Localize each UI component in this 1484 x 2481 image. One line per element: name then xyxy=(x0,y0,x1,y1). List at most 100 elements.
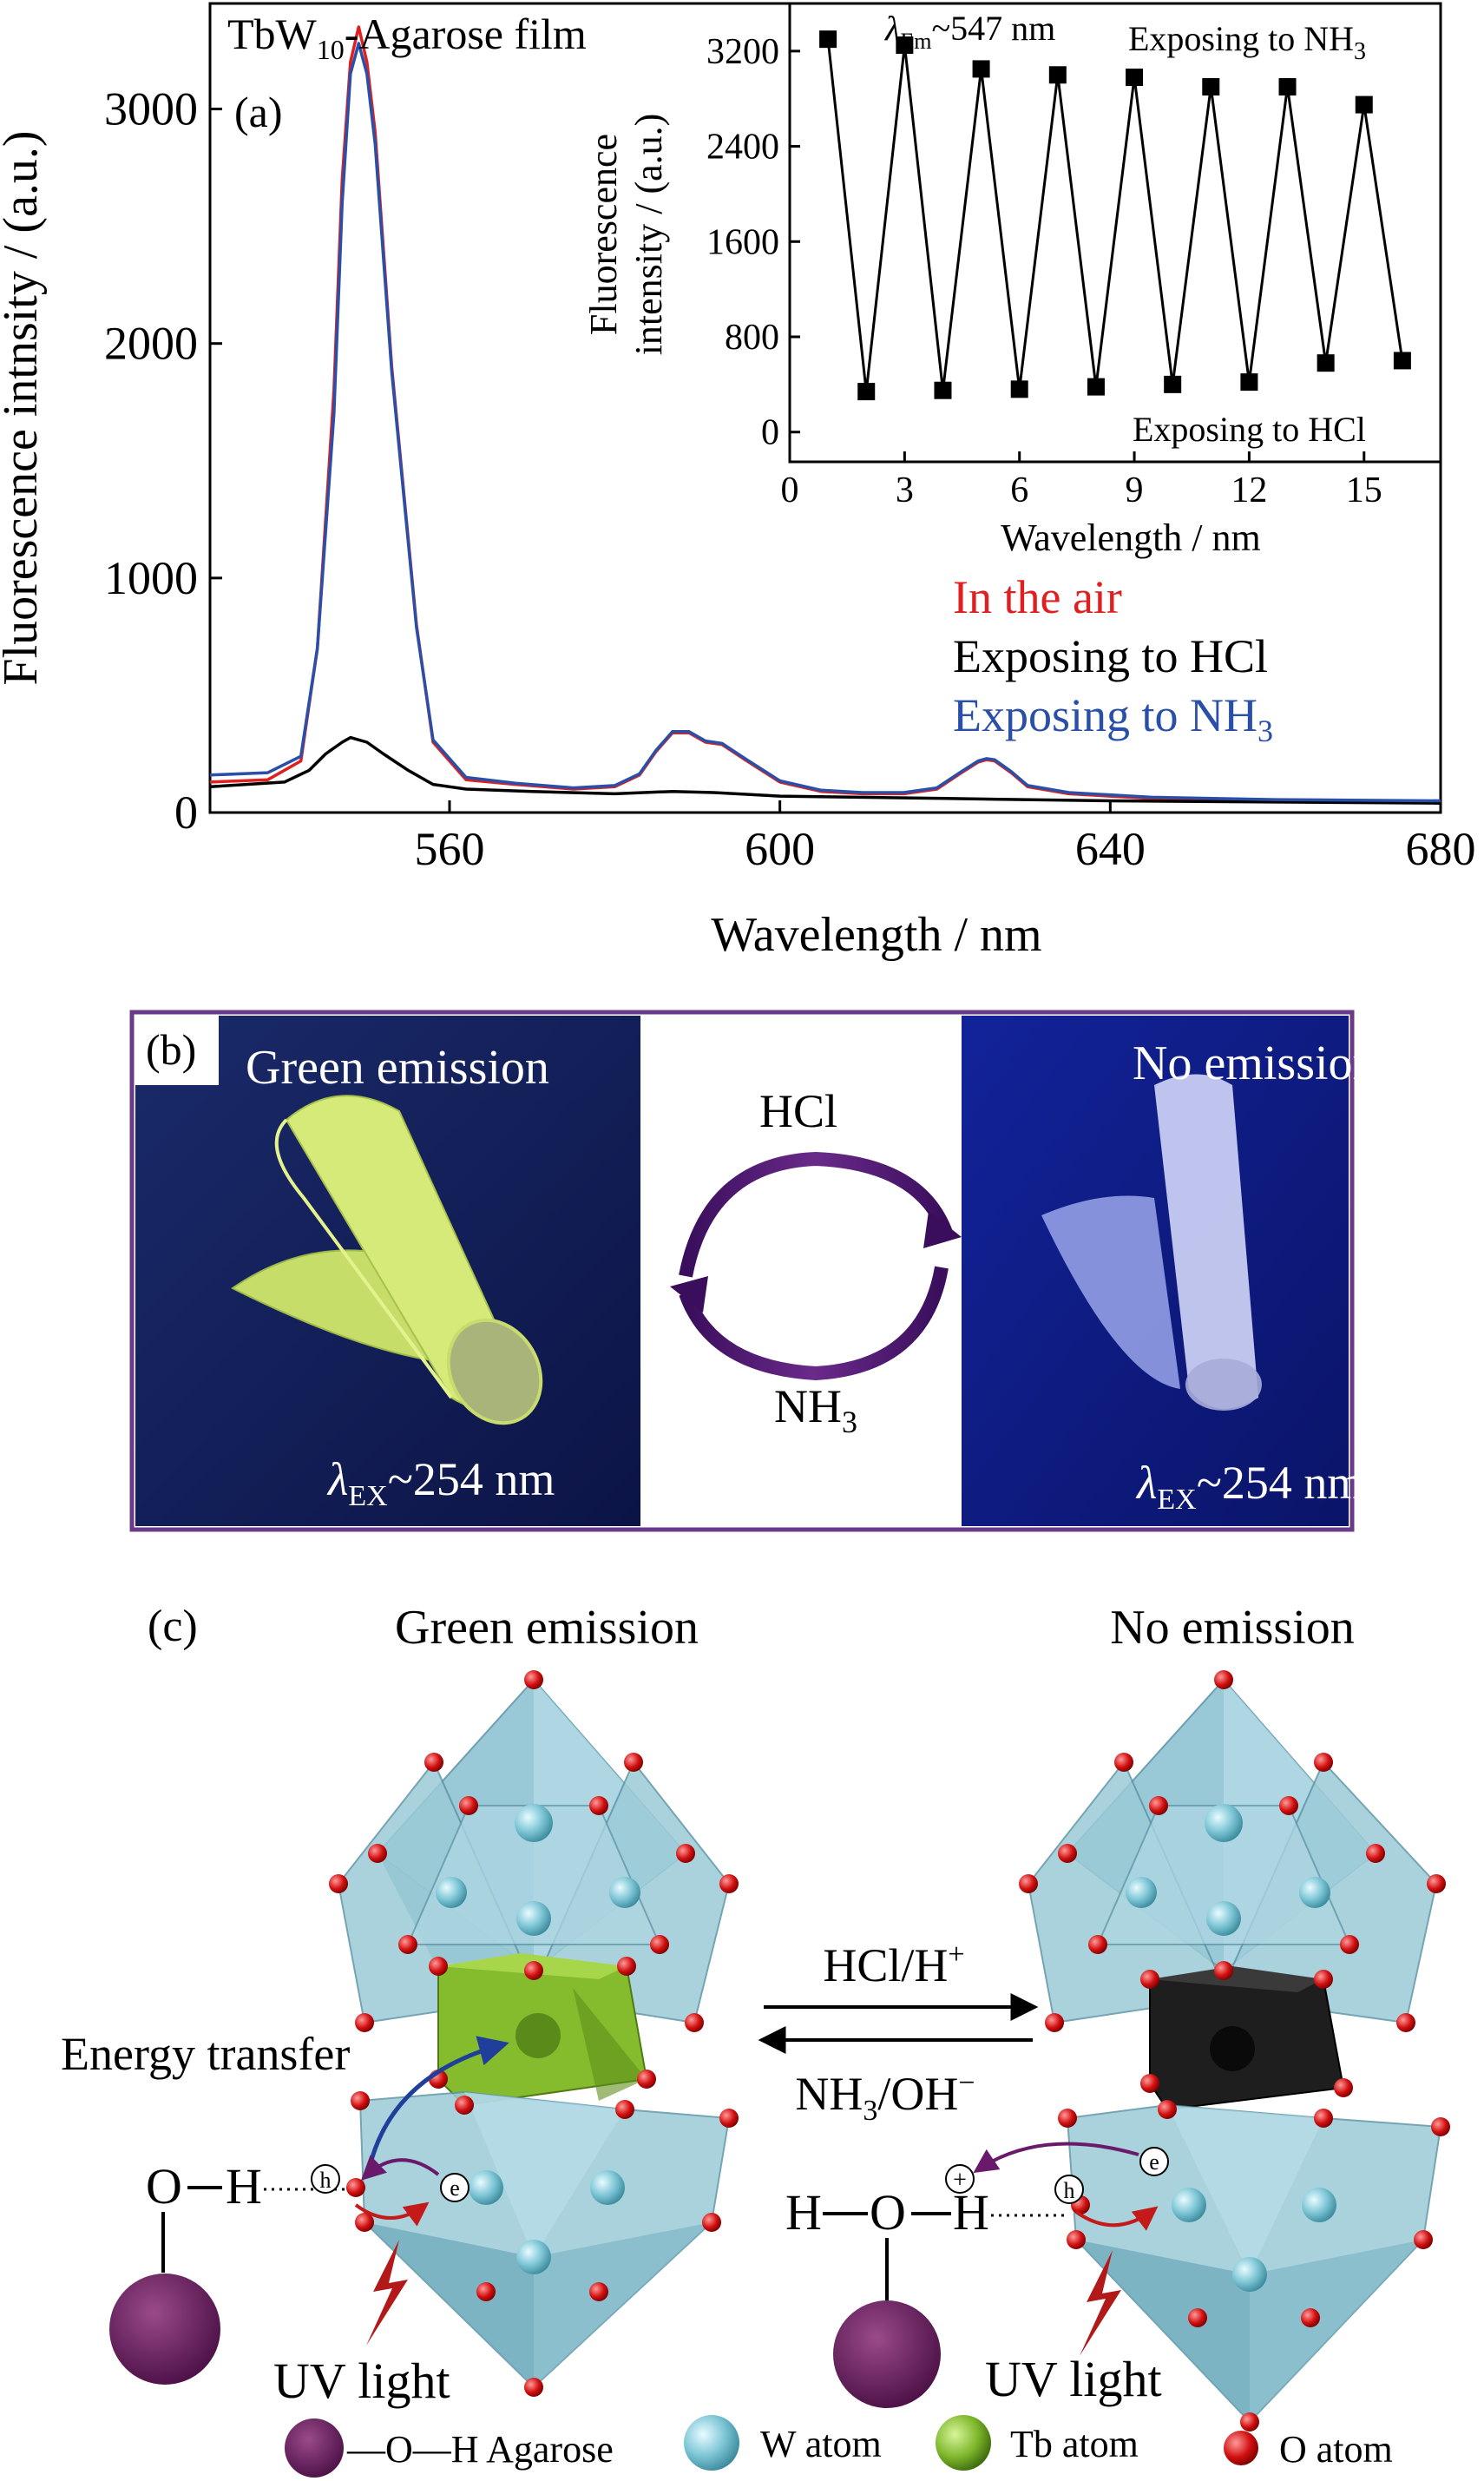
panel-a-title: TbW10-Agarose film xyxy=(227,10,587,65)
o-atom xyxy=(1140,1970,1159,1989)
inset-y-tick-label: 800 xyxy=(725,318,779,358)
panel-a-label: (a) xyxy=(234,88,283,136)
o-atom xyxy=(650,1935,669,1954)
o-atom xyxy=(702,2213,721,2232)
panel-c-mechanism: (c) Green emission No emission xyxy=(61,1601,1450,2478)
inset-point xyxy=(1202,78,1220,95)
o-atom xyxy=(329,1874,348,1893)
inset-y-ticks: 0 800 1600 2400 3200 xyxy=(706,32,800,453)
inset-x-ticks: 0 3 6 9 12 15 xyxy=(781,451,1382,510)
o-atom xyxy=(676,1844,695,1863)
inset-y-tick-label: 0 xyxy=(761,413,779,453)
inset-point xyxy=(934,381,952,399)
o-atom xyxy=(455,2096,474,2115)
o-atom xyxy=(1396,2013,1415,2032)
inset-point xyxy=(857,383,876,401)
y-tick-label: 3000 xyxy=(104,83,198,135)
o-atom xyxy=(1431,2117,1450,2136)
legend-tb-label: Tb atom xyxy=(1010,2423,1139,2465)
right-uv-label: UV light xyxy=(985,2351,1162,2407)
o-atom xyxy=(1045,2013,1064,2032)
panel-b-label: (b) xyxy=(146,1025,196,1074)
inset-series xyxy=(819,30,1411,401)
o-atom xyxy=(1414,2230,1433,2249)
left-uv-label: UV light xyxy=(273,2353,450,2409)
panel-c-label: (c) xyxy=(148,1602,198,1651)
structure-no-emission xyxy=(1019,1670,1450,2432)
panel-c-right-title: No emission xyxy=(1110,1601,1355,1655)
legend-exposing-hcl: Exposing to HCl xyxy=(953,630,1268,682)
o-atom xyxy=(719,1874,739,1893)
inset-point xyxy=(1240,373,1258,392)
right-o-label: O xyxy=(870,2184,906,2241)
inset-series-line xyxy=(826,38,1404,392)
o-atom xyxy=(1188,2308,1207,2327)
panel-a-xlabel: Wavelength / nm xyxy=(711,908,1041,962)
inset-annotation-lambda: λEm~547 nm xyxy=(884,9,1055,54)
right-red-arrow xyxy=(1074,2206,1159,2231)
equilibrium-arrows xyxy=(758,1993,1039,2054)
o-atom xyxy=(1019,1874,1038,1893)
inset-x-tick-label: 0 xyxy=(781,471,799,510)
left-h-atom-label: H xyxy=(226,2158,262,2214)
right-plus-circle xyxy=(945,2164,975,2194)
photo-right-lambda: λEX~254 nm xyxy=(1135,1457,1363,1516)
panel-a-inset-chart: 0 800 1600 2400 3200 0 3 6 9 12 15 λEm~547 nm Exp… xyxy=(582,2,1442,559)
series-line xyxy=(209,735,1441,805)
inset-x-tick-label: 3 xyxy=(896,471,914,510)
rolled-film-white xyxy=(1041,1074,1262,1411)
inset-x-tick-label: 12 xyxy=(1231,471,1267,510)
inset-y-tick-label: 2400 xyxy=(706,128,779,168)
o-atom xyxy=(355,2013,374,2032)
inset-point xyxy=(1317,354,1335,372)
o-atom xyxy=(615,2100,634,2119)
cycle-arrow-bottom xyxy=(670,1266,949,1381)
o-atom xyxy=(346,2178,365,2197)
o-atom xyxy=(476,2282,496,2301)
o-atom xyxy=(1114,1753,1133,1772)
cycle-label-nh3: NH3 xyxy=(774,1380,857,1439)
photo-left-lambda: λEX~254 nm xyxy=(326,1453,555,1512)
y-tick-label: 1000 xyxy=(104,552,198,604)
tb-antiprism-right xyxy=(1149,1966,1345,2111)
cycle-label-hcl: HCl xyxy=(759,1085,837,1137)
o-atom xyxy=(459,1796,478,1815)
o-atom xyxy=(1314,2109,1333,2128)
o-atom xyxy=(398,1935,417,1954)
o-atom xyxy=(368,1844,387,1863)
o-atoms-right xyxy=(1019,1670,1450,2432)
right-hole-circle xyxy=(1054,2175,1084,2204)
cycle-arrow-top xyxy=(679,1151,962,1278)
o-atom xyxy=(1214,1670,1233,1689)
legend-exposing-nh3: Exposing to NH3 xyxy=(953,689,1273,748)
y-tick-label: 0 xyxy=(174,786,198,839)
o-atom xyxy=(1334,2078,1353,2097)
inset-point xyxy=(819,30,837,49)
right-plus-text: + xyxy=(953,2167,967,2194)
o-atom xyxy=(1240,2412,1259,2432)
panel-a-ylabel: Fluorescence intnsity / (a.u.) xyxy=(0,130,48,685)
o-atom xyxy=(1314,1753,1333,1772)
left-o-atom-label: O xyxy=(146,2158,182,2214)
o-atom xyxy=(1058,2109,1077,2128)
o-atom xyxy=(1366,1844,1385,1863)
energy-transfer-label: Energy transfer xyxy=(61,2028,350,2080)
left-hole-text: h xyxy=(320,2168,332,2193)
right-uv-bolt xyxy=(1080,2250,1121,2356)
panel-b-label-box xyxy=(135,1016,219,1085)
o-atom xyxy=(719,2109,739,2128)
y-tick-label: 2000 xyxy=(104,318,198,370)
o-atom xyxy=(355,2213,374,2232)
o-atom xyxy=(524,1670,543,1689)
w-atoms-right xyxy=(1126,1804,1336,2292)
inset-x-tick-label: 6 xyxy=(1010,471,1028,510)
energy-transfer-arrow xyxy=(366,2036,509,2171)
legend-agarose-label: —O—H Agarose xyxy=(346,2428,614,2471)
o-atom xyxy=(1067,2230,1086,2249)
inset-y-tick-label: 3200 xyxy=(706,32,779,72)
structure-green-emission xyxy=(329,1670,739,2397)
series-line xyxy=(209,42,1441,803)
inset-x-tick-label: 9 xyxy=(1126,471,1144,510)
inset-ylabel-line2: intensity / (a.u.) xyxy=(627,114,670,356)
